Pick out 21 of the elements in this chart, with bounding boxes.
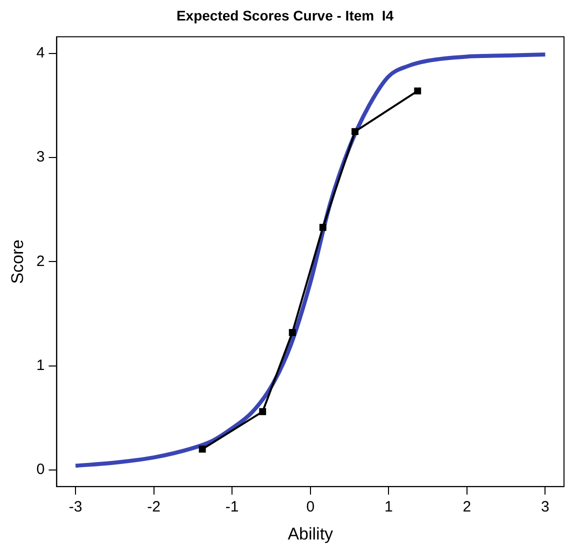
x-tick-label: -3 (68, 498, 82, 516)
point (414, 87, 422, 94)
x-tick-label: 3 (541, 498, 550, 516)
x-axis-title: Ability (288, 524, 334, 544)
chart-title: Expected Scores Curve - Item I4 (176, 7, 394, 24)
y-tick-label: 1 (36, 356, 45, 374)
y-axis-title: Score (8, 239, 27, 284)
point (288, 329, 296, 336)
y-tick-label: 0 (36, 461, 45, 478)
y-tick-label: 2 (36, 252, 45, 270)
x-tick-label: -1 (225, 498, 239, 516)
point (198, 446, 206, 453)
y-tick-label: 3 (36, 148, 45, 166)
point (259, 408, 266, 416)
x-tick-label: 2 (462, 498, 472, 516)
point (352, 128, 358, 136)
x-tick-label: 1 (384, 498, 393, 516)
point (319, 224, 326, 231)
x-tick-label: 0 (306, 498, 315, 516)
y-tick-label: 4 (36, 44, 45, 62)
x-tick-label: -2 (147, 498, 160, 516)
